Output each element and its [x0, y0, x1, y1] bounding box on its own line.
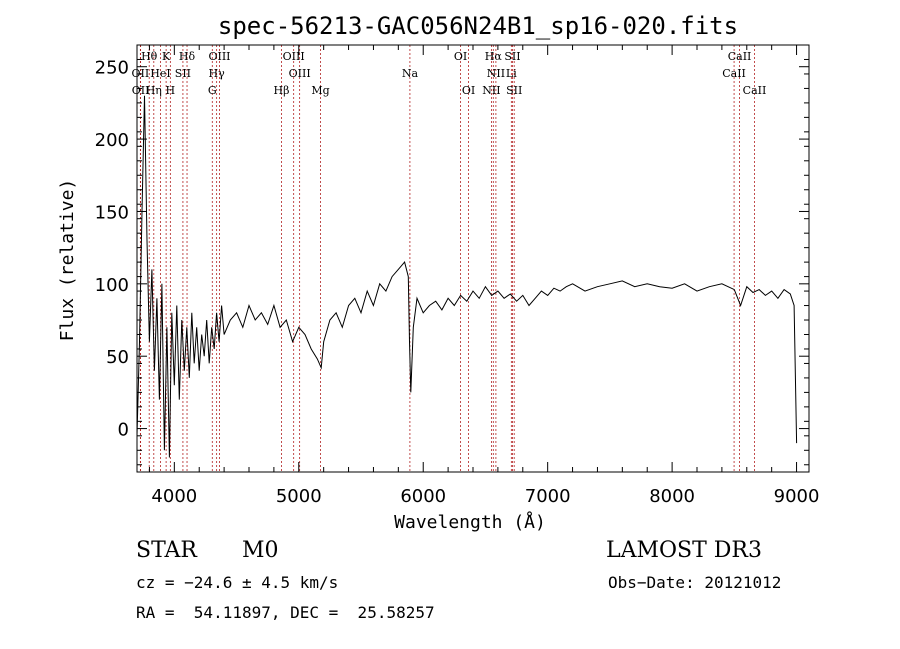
x-tick-label-5: 9000 — [774, 486, 820, 507]
line-label-15: NII — [487, 67, 505, 80]
y-tick-label-3: 150 — [95, 202, 129, 223]
y-tick-label-0: 0 — [118, 420, 129, 441]
x-tick-label-2: 6000 — [400, 486, 446, 507]
coordinates: RA = 54.11897, DEC = 25.58257 — [136, 603, 435, 622]
line-label-10: HeI — [150, 67, 170, 80]
plot-frame — [136, 44, 810, 473]
line-label-17: CaII — [722, 67, 746, 80]
spectrum-line — [136, 95, 798, 458]
line-label-6: Hα — [485, 50, 503, 63]
line-label-23: Mg — [311, 84, 329, 97]
line-label-2: Hδ — [179, 50, 196, 63]
y-tick-label-1: 50 — [106, 347, 129, 368]
y-tick-label-2: 100 — [95, 275, 129, 296]
line-label-1: K — [162, 50, 171, 63]
line-label-3: OIII — [208, 50, 230, 63]
line-label-22: Hβ — [274, 84, 290, 97]
line-label-20: H — [166, 84, 176, 97]
x-axis-label: Wavelength (Å) — [394, 511, 546, 533]
line-label-12: Hγ — [209, 67, 226, 80]
y-axis-ticks: 0 50 100 150 200 250 — [95, 58, 809, 466]
line-label-7: SII — [504, 50, 520, 63]
line-label-24: OI — [462, 84, 475, 97]
y-tick-label-4: 200 — [95, 130, 129, 151]
spectral-line-markers — [139, 45, 755, 472]
line-label-8: CaII — [728, 50, 752, 63]
obs-date: Obs−Date: 20121012 — [608, 573, 782, 592]
line-label-4: OIII — [283, 50, 305, 63]
x-tick-label-3: 7000 — [525, 486, 571, 507]
object-subclass: M0 — [242, 538, 279, 563]
x-tick-label-0: 4000 — [151, 486, 197, 507]
survey-name: LAMOST DR3 — [606, 538, 762, 563]
line-label-5: OI — [454, 50, 467, 63]
line-label-19: Hη — [146, 84, 162, 97]
line-label-13: OIII — [289, 67, 311, 80]
y-axis-label: Flux (relative) — [57, 179, 78, 342]
line-label-18: OII — [132, 84, 150, 97]
line-label-0: Hθ — [141, 50, 158, 63]
x-tick-label-4: 8000 — [649, 486, 695, 507]
x-tick-label-1: 5000 — [276, 486, 322, 507]
chart-title: spec-56213-GAC056N24B1_sp16-020.fits — [218, 12, 738, 40]
object-class: STAR — [136, 538, 197, 563]
line-label-26: SII — [506, 84, 522, 97]
x-axis-ticks: 4000 5000 6000 7000 8000 9000 — [148, 45, 820, 507]
y-tick-label-5: 250 — [95, 58, 129, 79]
line-label-14: Na — [402, 67, 419, 80]
line-label-11: SII — [175, 67, 191, 80]
line-label-21: G — [208, 84, 217, 97]
line-label-25: NII — [482, 84, 500, 97]
line-label-16: Li — [506, 67, 517, 80]
line-label-27: CaII — [743, 84, 767, 97]
redshift-cz: cz = −24.6 ± 4.5 km/s — [136, 573, 339, 592]
